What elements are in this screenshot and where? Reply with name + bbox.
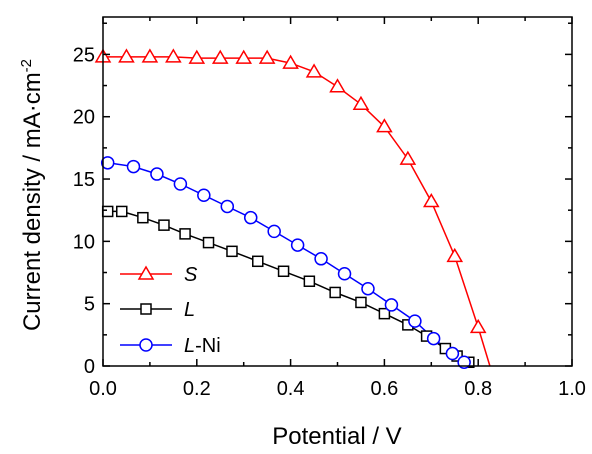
data-point-l — [277, 265, 290, 278]
x-tick-label: 0.2 — [183, 378, 211, 400]
data-point-l — [329, 286, 341, 299]
data-point-s — [352, 95, 370, 110]
y-tick-label: 10 — [73, 231, 95, 253]
data-point-l-ni — [267, 224, 281, 239]
data-point-s — [211, 49, 229, 64]
legend-marker-s — [137, 265, 155, 280]
legend-marker-l — [140, 303, 152, 315]
series-line-s — [103, 56, 491, 367]
data-point-s — [258, 49, 276, 64]
data-point-s — [165, 48, 182, 63]
data-point-l-ni — [337, 267, 352, 281]
data-point-l-ni — [445, 346, 460, 361]
data-point-l-ni — [426, 331, 441, 346]
legend-label-l-ni: L-Ni — [184, 335, 221, 357]
data-point-l-ni — [100, 156, 115, 170]
plot-frame — [102, 16, 573, 367]
data-point-l-ni — [314, 252, 328, 266]
y-axis-title: Current density / mA·cm-2 — [18, 59, 46, 331]
legend-label-l-italic: L — [184, 299, 195, 321]
y-tick-label: 0 — [84, 356, 95, 378]
data-point-s — [399, 150, 417, 165]
data-point-s — [282, 54, 299, 69]
data-point-s — [305, 63, 323, 78]
legend-marker-l-ni — [139, 338, 153, 352]
x-tick-label: 0.6 — [370, 378, 398, 400]
data-point-l — [137, 211, 149, 224]
data-point-l-ni — [290, 238, 305, 252]
legend-label-l-ni-italic: L — [184, 335, 195, 357]
legend-label-l: L — [184, 299, 195, 321]
x-tick-label: 0.0 — [89, 378, 117, 400]
data-point-l-ni — [384, 298, 399, 312]
data-point-s — [188, 49, 206, 64]
data-point-s — [141, 48, 159, 63]
legend: SLL-Ni — [120, 264, 221, 357]
y-tick-label: 20 — [73, 107, 95, 129]
data-point-s — [235, 49, 253, 64]
data-point-l — [116, 205, 128, 218]
data-point-l — [378, 307, 391, 320]
data-point-s — [422, 192, 440, 208]
data-point-l — [355, 296, 367, 309]
data-point-l — [226, 245, 238, 258]
data-point-l — [158, 219, 170, 231]
y-axis-title-main: Current density / mA·cm — [19, 72, 46, 331]
data-point-l — [179, 228, 191, 240]
legend-label-s-italic: S — [184, 264, 198, 286]
legend-label-l-ni-suffix: -Ni — [195, 335, 221, 357]
data-point-l-ni — [197, 188, 211, 202]
x-tick-label: 0.4 — [277, 378, 305, 400]
data-point-l — [101, 205, 114, 218]
series-line-l — [107, 210, 474, 367]
data-point-l-ni — [243, 210, 258, 225]
data-point-l-ni — [173, 177, 188, 191]
x-tick-labels: 0.0 0.2 0.4 0.6 0.8 1.0 — [89, 378, 586, 400]
data-point-l-ni — [150, 167, 164, 181]
data-point-l-ni — [220, 199, 235, 214]
y-tick-label: 25 — [73, 44, 95, 66]
data-point-l — [303, 275, 316, 287]
data-point-l — [252, 255, 264, 268]
axes-ticks — [102, 17, 573, 367]
data-point-s — [329, 78, 346, 93]
data-point-l-ni — [361, 281, 375, 296]
data-point-s — [118, 48, 135, 63]
series-line-l-ni — [107, 162, 474, 367]
y-axis-title-superscript: -2 — [18, 59, 35, 72]
data-point-l — [202, 236, 215, 249]
data-point-l-ni — [126, 159, 141, 174]
plot-lines — [103, 56, 491, 367]
x-tick-label: 1.0 — [558, 378, 586, 400]
data-point-s — [376, 118, 393, 133]
x-axis-title: Potential / V — [272, 423, 401, 450]
plot-markers — [94, 48, 487, 370]
legend-label-s: S — [184, 264, 198, 286]
data-point-s — [446, 247, 464, 263]
y-tick-labels: 0 5 10 15 20 25 — [73, 44, 95, 378]
y-tick-label: 5 — [84, 294, 95, 316]
data-point-s — [469, 318, 487, 334]
y-tick-label: 15 — [73, 169, 95, 191]
data-point-l-ni — [408, 314, 422, 328]
x-tick-label: 0.8 — [464, 378, 492, 400]
